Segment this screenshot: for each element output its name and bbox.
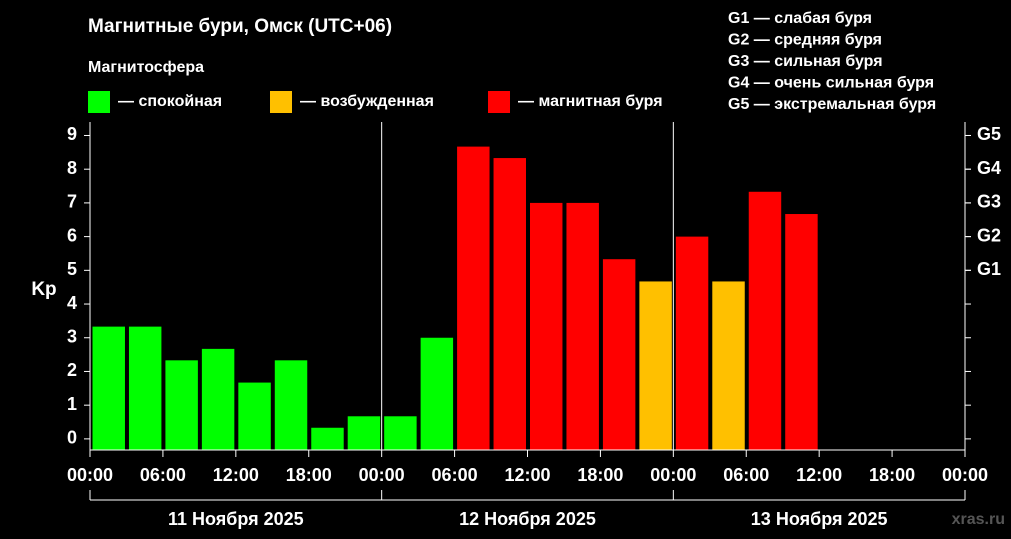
y-tick-label: 0 xyxy=(67,428,77,448)
bar xyxy=(274,360,308,450)
bar xyxy=(311,427,344,450)
y-tick-label: 7 xyxy=(67,192,77,212)
bar xyxy=(238,382,271,450)
bar xyxy=(602,259,636,450)
legend-label: — спокойная xyxy=(118,93,222,110)
y2-tick-label: G1 xyxy=(977,259,1001,279)
y-tick-label: 6 xyxy=(67,225,77,245)
y-axis-label: Kp xyxy=(31,279,56,300)
x-tick-label: 12:00 xyxy=(504,465,550,485)
day-label: 11 Ноября 2025 xyxy=(168,509,304,529)
bar xyxy=(493,158,526,450)
storm-legend-item: G2 — средняя буря xyxy=(728,32,882,49)
storm-legend-item: G5 — экстремальная буря xyxy=(728,96,936,113)
bar xyxy=(639,281,672,450)
x-tick-label: 12:00 xyxy=(213,465,259,485)
x-tick-label: 12:00 xyxy=(796,465,842,485)
bar xyxy=(748,191,782,450)
x-tick-label: 00:00 xyxy=(359,465,405,485)
x-tick-label: 06:00 xyxy=(432,465,478,485)
y-tick-label: 4 xyxy=(67,293,77,313)
x-tick-label: 18:00 xyxy=(577,465,623,485)
x-tick-label: 06:00 xyxy=(140,465,186,485)
x-tick-label: 06:00 xyxy=(723,465,769,485)
watermark: xras.ru xyxy=(952,511,1005,528)
x-tick-label: 00:00 xyxy=(67,465,113,485)
legend-swatch xyxy=(270,91,292,113)
bar xyxy=(384,416,417,450)
y2-tick-label: G3 xyxy=(977,192,1001,212)
legend-swatch xyxy=(88,91,110,113)
bar xyxy=(201,348,235,450)
y2-tick-label: G4 xyxy=(977,158,1001,178)
x-tick-label: 18:00 xyxy=(869,465,915,485)
bar xyxy=(165,360,198,450)
bar xyxy=(785,214,818,450)
y-tick-label: 1 xyxy=(67,394,77,414)
storm-legend-item: G1 — слабая буря xyxy=(728,10,872,27)
bar xyxy=(530,202,563,450)
x-tick-label: 18:00 xyxy=(286,465,332,485)
bar xyxy=(712,281,745,450)
day-label: 13 Ноября 2025 xyxy=(751,509,888,529)
y-tick-label: 5 xyxy=(67,259,77,279)
legend-swatch xyxy=(488,91,510,113)
y-tick-label: 8 xyxy=(67,158,77,178)
legend-label: — магнитная буря xyxy=(518,93,663,110)
y-tick-label: 3 xyxy=(67,326,77,346)
x-tick-label: 00:00 xyxy=(942,465,988,485)
x-tick-label: 00:00 xyxy=(650,465,696,485)
bar xyxy=(457,146,490,450)
bar xyxy=(566,202,599,450)
day-label: 12 Ноября 2025 xyxy=(459,509,596,529)
bar xyxy=(128,326,162,450)
legend-label: — возбужденная xyxy=(300,93,434,110)
chart-title: Магнитные бури, Омск (UTC+06) xyxy=(88,16,392,37)
bar xyxy=(420,337,454,450)
y-tick-label: 2 xyxy=(67,360,77,380)
bar xyxy=(675,236,709,450)
y-tick-label: 9 xyxy=(67,124,77,144)
bar xyxy=(347,416,381,450)
storm-legend-item: G3 — сильная буря xyxy=(728,53,883,70)
legend-title: Магнитосфера xyxy=(88,59,204,76)
y2-tick-label: G2 xyxy=(977,225,1001,245)
storm-legend-item: G4 — очень сильная буря xyxy=(728,75,934,92)
bar xyxy=(92,326,125,450)
y2-tick-label: G5 xyxy=(977,124,1001,144)
